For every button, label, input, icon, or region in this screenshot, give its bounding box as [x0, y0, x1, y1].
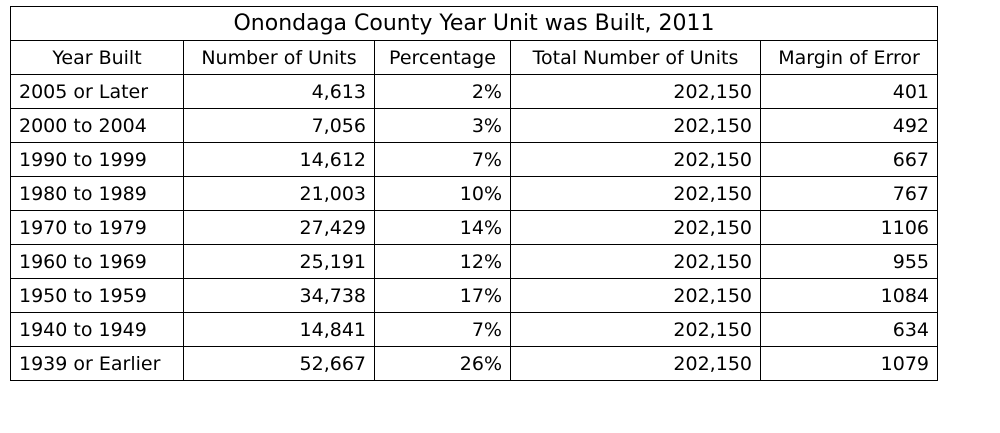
cell-percentage: 10%: [374, 176, 511, 211]
cell-year-built: 2000 to 2004: [10, 108, 184, 143]
cell-number-of-units: 14,841: [183, 312, 375, 347]
header-total-number-of-units: Total Number of Units: [510, 40, 761, 75]
cell-margin-of-error: 1084: [760, 278, 938, 313]
header-margin-of-error: Margin of Error: [760, 40, 938, 75]
cell-number-of-units: 34,738: [183, 278, 375, 313]
cell-year-built: 1980 to 1989: [10, 176, 184, 211]
cell-percentage: 3%: [374, 108, 511, 143]
cell-number-of-units: 14,612: [183, 142, 375, 177]
cell-total-number-of-units: 202,150: [510, 244, 761, 279]
table-row: 2005 or Later 4,613 2% 202,150 401: [10, 74, 938, 109]
cell-year-built: 1990 to 1999: [10, 142, 184, 177]
table-row: 1970 to 1979 27,429 14% 202,150 1106: [10, 210, 938, 245]
header-percentage: Percentage: [374, 40, 511, 75]
cell-percentage: 17%: [374, 278, 511, 313]
header-number-of-units: Number of Units: [183, 40, 375, 75]
header-year-built: Year Built: [10, 40, 184, 75]
cell-year-built: 1940 to 1949: [10, 312, 184, 347]
cell-year-built: 2005 or Later: [10, 74, 184, 109]
cell-total-number-of-units: 202,150: [510, 142, 761, 177]
cell-margin-of-error: 767: [760, 176, 938, 211]
cell-total-number-of-units: 202,150: [510, 346, 761, 381]
cell-year-built: 1960 to 1969: [10, 244, 184, 279]
cell-percentage: 2%: [374, 74, 511, 109]
cell-number-of-units: 25,191: [183, 244, 375, 279]
table-row: 1939 or Earlier 52,667 26% 202,150 1079: [10, 346, 938, 381]
cell-number-of-units: 52,667: [183, 346, 375, 381]
table-row: 1990 to 1999 14,612 7% 202,150 667: [10, 142, 938, 177]
year-built-table: Onondaga County Year Unit was Built, 201…: [10, 6, 938, 381]
table-row: 2000 to 2004 7,056 3% 202,150 492: [10, 108, 938, 143]
cell-number-of-units: 27,429: [183, 210, 375, 245]
cell-percentage: 26%: [374, 346, 511, 381]
cell-margin-of-error: 401: [760, 74, 938, 109]
cell-margin-of-error: 492: [760, 108, 938, 143]
cell-margin-of-error: 634: [760, 312, 938, 347]
cell-margin-of-error: 667: [760, 142, 938, 177]
table-row: 1960 to 1969 25,191 12% 202,150 955: [10, 244, 938, 279]
cell-number-of-units: 21,003: [183, 176, 375, 211]
cell-total-number-of-units: 202,150: [510, 278, 761, 313]
table-title-row: Onondaga County Year Unit was Built, 201…: [10, 6, 938, 41]
cell-year-built: 1970 to 1979: [10, 210, 184, 245]
cell-number-of-units: 4,613: [183, 74, 375, 109]
cell-total-number-of-units: 202,150: [510, 210, 761, 245]
cell-total-number-of-units: 202,150: [510, 108, 761, 143]
cell-number-of-units: 7,056: [183, 108, 375, 143]
table-row: 1980 to 1989 21,003 10% 202,150 767: [10, 176, 938, 211]
cell-year-built: 1939 or Earlier: [10, 346, 184, 381]
cell-percentage: 12%: [374, 244, 511, 279]
cell-total-number-of-units: 202,150: [510, 176, 761, 211]
table-row: 1940 to 1949 14,841 7% 202,150 634: [10, 312, 938, 347]
table-row: 1950 to 1959 34,738 17% 202,150 1084: [10, 278, 938, 313]
cell-margin-of-error: 1106: [760, 210, 938, 245]
cell-percentage: 7%: [374, 142, 511, 177]
cell-percentage: 14%: [374, 210, 511, 245]
cell-margin-of-error: 1079: [760, 346, 938, 381]
cell-year-built: 1950 to 1959: [10, 278, 184, 313]
header-row: Year Built Number of Units Percentage To…: [10, 40, 938, 75]
cell-total-number-of-units: 202,150: [510, 74, 761, 109]
cell-margin-of-error: 955: [760, 244, 938, 279]
cell-total-number-of-units: 202,150: [510, 312, 761, 347]
table-title: Onondaga County Year Unit was Built, 201…: [10, 6, 938, 41]
cell-percentage: 7%: [374, 312, 511, 347]
